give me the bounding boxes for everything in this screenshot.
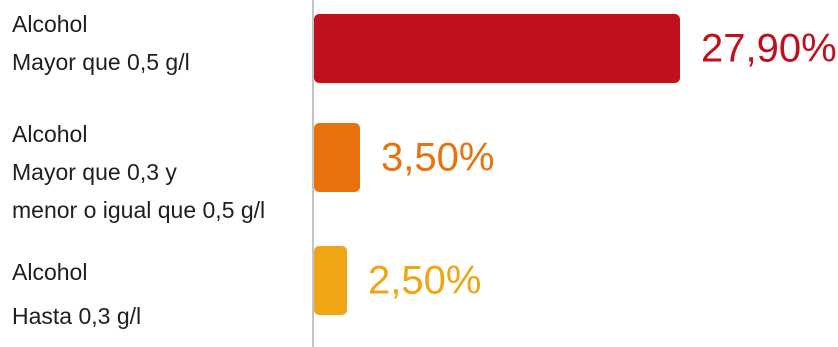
- bar-1: [314, 14, 680, 83]
- category-label-3-line-2: Hasta 0,3 g/l: [12, 303, 141, 329]
- value-label-1: 27,90%: [701, 27, 837, 71]
- category-label-1-line-2: Mayor que 0,5 g/l: [12, 49, 190, 75]
- bar-3: [314, 246, 347, 315]
- category-label-2-line-2: Mayor que 0,3 y: [12, 159, 177, 185]
- category-label-2-line-1: Alcohol: [12, 121, 87, 147]
- bar-2: [314, 123, 360, 192]
- value-label-2: 3,50%: [381, 136, 494, 180]
- value-label-3: 2,50%: [368, 259, 481, 303]
- category-label-2-line-3: menor o igual que 0,5 g/l: [12, 197, 265, 223]
- value-labels: 27,90% 3,50% 2,50%: [368, 27, 837, 303]
- category-label-3-line-1: Alcohol: [12, 259, 87, 285]
- category-labels: Alcohol Mayor que 0,5 g/l Alcohol Mayor que…: [12, 11, 265, 329]
- category-label-1-line-1: Alcohol: [12, 11, 87, 37]
- bars: [314, 14, 680, 315]
